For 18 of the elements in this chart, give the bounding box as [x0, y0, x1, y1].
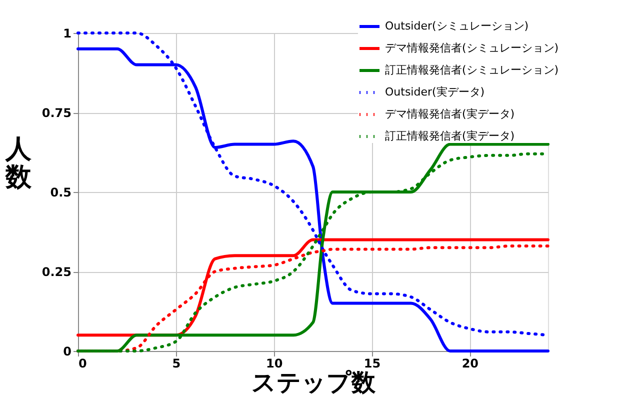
legend-label: Outsider(シミュレーション) — [385, 20, 529, 32]
legend-label: 訂正情報発信者(実データ) — [385, 130, 515, 142]
y-axis-title: 人数 — [4, 134, 32, 192]
x-tick-label: 15 — [364, 356, 381, 370]
legend-label: デマ情報発信者(実データ) — [385, 108, 515, 120]
legend-label: デマ情報発信者(シミュレーション) — [385, 42, 559, 54]
x-tick-label: 5 — [172, 356, 181, 370]
legend-label: 訂正情報発信者(シミュレーション) — [385, 64, 559, 76]
x-tick-label: 0 — [78, 356, 87, 370]
x-axis-title: ステップ数 — [252, 368, 376, 396]
y-tick-label: 0.75 — [42, 106, 72, 120]
y-tick-label: 0 — [63, 344, 72, 358]
y-tick-label: 1 — [63, 26, 72, 40]
legend-label: Outsider(実データ) — [385, 86, 485, 98]
x-tick-label: 20 — [462, 356, 479, 370]
y-tick-label: 0.5 — [50, 186, 72, 200]
x-tick-label: 10 — [266, 356, 283, 370]
y-tick-label: 0.25 — [42, 265, 72, 279]
